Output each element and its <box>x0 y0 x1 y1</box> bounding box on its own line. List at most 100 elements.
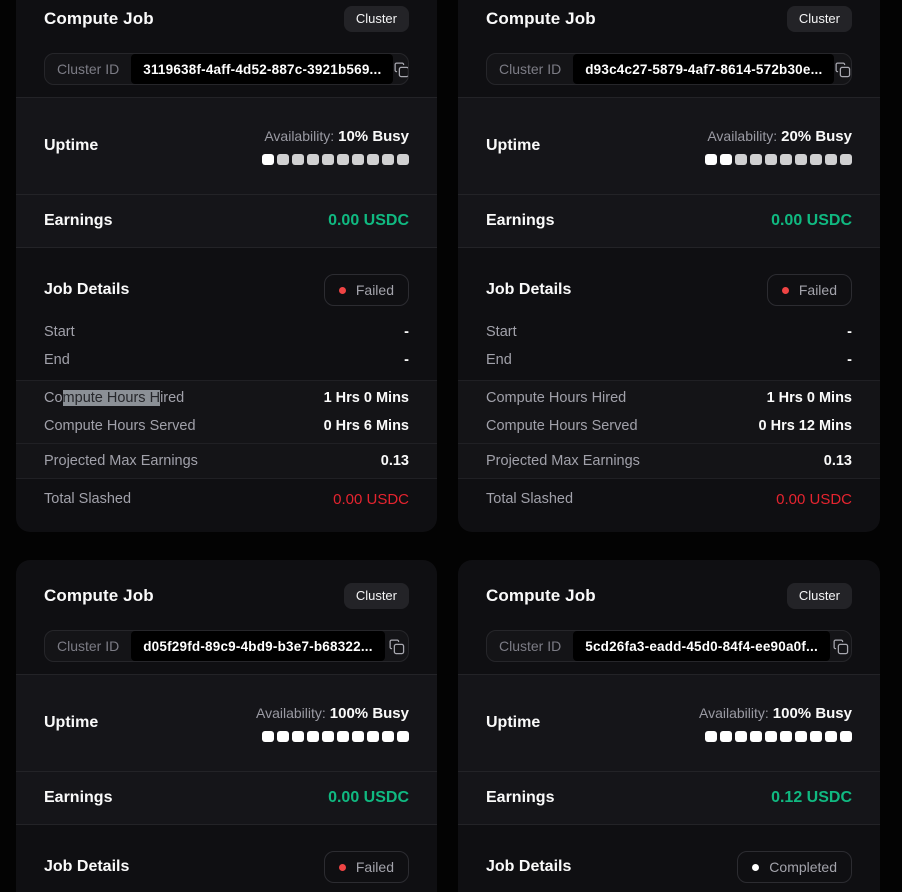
projected-row: Projected Max Earnings 0.13 <box>44 453 409 469</box>
uptime-segment <box>367 153 379 165</box>
uptime-segment <box>277 730 289 742</box>
cluster-badge: Cluster <box>786 583 852 609</box>
hours-hired-row: Compute Hours Hired 1 Hrs 0 Mins <box>486 390 852 406</box>
end-row: End - <box>486 352 852 368</box>
uptime-segment <box>765 153 777 165</box>
projected-row: Projected Max Earnings 0.13 <box>486 453 852 469</box>
availability-value: 10% Busy <box>338 127 409 145</box>
projected-value: 0.13 <box>823 453 852 469</box>
uptime-segment <box>780 153 792 165</box>
cluster-id-label: Cluster ID <box>57 61 120 77</box>
uptime-segment <box>795 730 807 742</box>
uptime-segment <box>810 730 822 742</box>
uptime-section: Uptime Availability: 100% Busy <box>16 674 437 771</box>
uptime-segment <box>840 153 852 165</box>
uptime-segment <box>397 153 409 165</box>
cluster-id-label: Cluster ID <box>499 61 562 77</box>
uptime-segment <box>307 730 319 742</box>
earnings-section: Earnings 0.12 USDC <box>458 771 880 824</box>
earnings-heading: Earnings <box>486 212 555 229</box>
compute-job-card: Compute Job Cluster Cluster ID 5cd26fa3-… <box>458 560 880 892</box>
earnings-value: 0.00 USDC <box>328 212 409 229</box>
uptime-segment <box>397 730 409 742</box>
availability-value: 100% Busy <box>772 704 852 722</box>
earnings-value: 0.12 USDC <box>771 789 852 806</box>
availability-value: 20% Busy <box>781 127 852 145</box>
end-row: End - <box>44 352 409 368</box>
projected-group: Projected Max Earnings 0.13 <box>458 443 880 479</box>
uptime-segment <box>810 153 822 165</box>
uptime-segment <box>352 730 364 742</box>
cluster-id-field: Cluster ID d93c4c27-5879-4af7-8614-572b3… <box>486 53 852 85</box>
uptime-heading: Uptime <box>44 137 99 154</box>
hours-served-value: 0 Hrs 6 Mins <box>323 418 409 434</box>
end-value: - <box>404 352 409 368</box>
compute-job-card: Compute Job Cluster Cluster ID d93c4c27-… <box>458 0 880 532</box>
uptime-segment <box>337 153 349 165</box>
uptime-segments <box>705 730 852 742</box>
job-details-section: Job Details Failed <box>16 824 437 892</box>
job-details-heading: Job Details <box>486 281 572 298</box>
status-dot-icon <box>781 286 789 294</box>
status-text: Failed <box>355 282 394 298</box>
uptime-segment <box>750 153 762 165</box>
uptime-segment <box>262 153 274 165</box>
status-text: Completed <box>769 859 837 875</box>
uptime-section: Uptime Availability: 100% Busy <box>458 674 880 771</box>
uptime-segment <box>262 730 274 742</box>
hours-group: Compute Hours Hired 1 Hrs 0 Mins Compute… <box>458 380 880 443</box>
card-title: Compute Job <box>44 586 154 605</box>
hours-served-value: 0 Hrs 12 Mins <box>758 418 853 434</box>
copy-button[interactable] <box>393 54 408 84</box>
compute-job-card: Compute Job Cluster Cluster ID d05f29fd-… <box>16 560 437 892</box>
earnings-section: Earnings 0.00 USDC <box>16 771 437 824</box>
copy-icon <box>389 638 405 654</box>
hours-hired-value: 1 Hrs 0 Mins <box>766 390 852 406</box>
copy-icon <box>833 638 849 654</box>
earnings-section: Earnings 0.00 USDC <box>16 194 437 247</box>
compute-job-card: Compute Job Cluster Cluster ID 3119638f-… <box>16 0 437 532</box>
uptime-segment <box>825 153 837 165</box>
earnings-value: 0.00 USDC <box>328 789 409 806</box>
start-value: - <box>847 324 852 340</box>
cluster-id-label: Cluster ID <box>499 638 562 654</box>
compute-jobs-grid: Compute Job Cluster Cluster ID 3119638f-… <box>16 0 880 892</box>
uptime-segments <box>705 153 852 165</box>
uptime-segment <box>277 153 289 165</box>
availability-line: Availability: 20% Busy <box>707 127 852 145</box>
total-slashed-row: Total Slashed 0.00 USDC <box>44 490 409 508</box>
end-value: - <box>847 352 852 368</box>
uptime-segment <box>705 730 717 742</box>
availability-line: Availability: 100% Busy <box>256 704 409 722</box>
job-details-heading: Job Details <box>486 858 572 875</box>
status-dot-icon <box>752 863 760 871</box>
total-slashed-row: Total Slashed 0.00 USDC <box>486 490 852 508</box>
availability-line: Availability: 100% Busy <box>699 704 852 722</box>
cluster-badge: Cluster <box>343 6 409 32</box>
hours-hired-value: 1 Hrs 0 Mins <box>323 390 409 406</box>
uptime-segments <box>262 153 409 165</box>
copy-button[interactable] <box>834 54 851 84</box>
card-header: Compute Job Cluster Cluster ID d93c4c27-… <box>458 0 880 97</box>
uptime-section: Uptime Availability: 20% Busy <box>458 97 880 194</box>
status-badge: Failed <box>323 851 409 883</box>
cluster-id-value: d93c4c27-5879-4af7-8614-572b30e... <box>573 54 835 84</box>
copy-icon <box>394 61 408 77</box>
uptime-segment <box>735 153 747 165</box>
status-text: Failed <box>355 859 394 875</box>
uptime-segment <box>720 730 732 742</box>
uptime-heading: Uptime <box>486 714 541 731</box>
earnings-value: 0.00 USDC <box>771 212 852 229</box>
copy-button[interactable] <box>830 631 851 661</box>
cluster-badge: Cluster <box>343 583 409 609</box>
uptime-segment <box>382 153 394 165</box>
uptime-segment <box>322 730 334 742</box>
uptime-segment <box>750 730 762 742</box>
uptime-segment <box>705 153 717 165</box>
start-row: Start - <box>486 324 852 340</box>
cluster-id-value: 5cd26fa3-eadd-45d0-84f4-ee90a0f... <box>573 631 830 661</box>
status-badge: Completed <box>737 851 852 883</box>
hours-served-row: Compute Hours Served 0 Hrs 6 Mins <box>44 418 409 434</box>
copy-button[interactable] <box>385 631 408 661</box>
cluster-badge: Cluster <box>786 6 852 32</box>
